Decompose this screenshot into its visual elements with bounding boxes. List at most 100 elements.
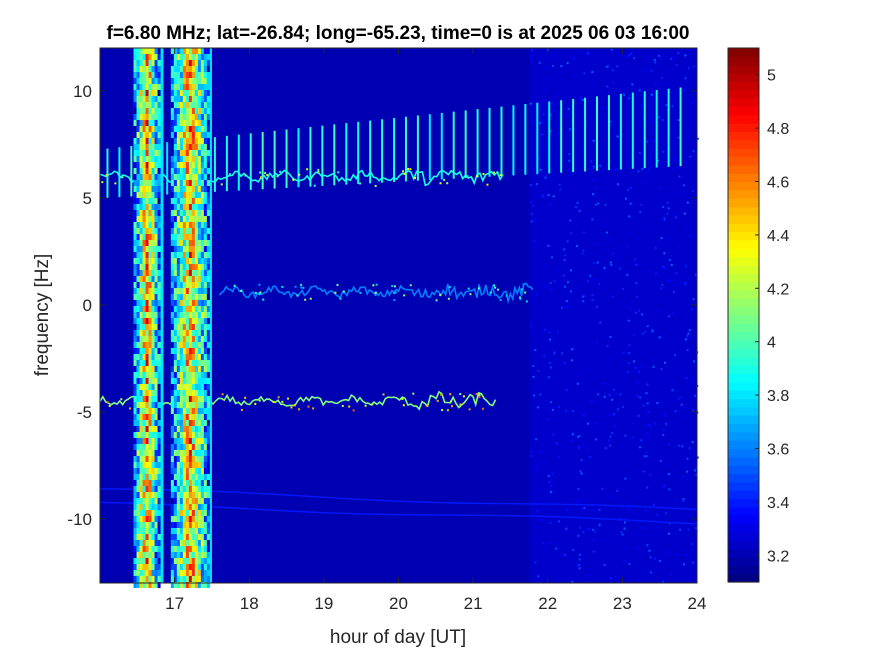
heatmap-cell <box>176 354 180 360</box>
heatmap-cell <box>182 354 186 360</box>
heatmap-cell <box>652 140 655 143</box>
heatmap-cell <box>530 212 533 215</box>
heatmap-cell <box>200 282 204 288</box>
heatmap-cell <box>154 534 158 540</box>
heatmap-cell <box>617 408 620 411</box>
heatmap-cell <box>197 444 201 450</box>
heatmap-cell <box>191 528 195 534</box>
x-tick-label: 24 <box>688 594 707 613</box>
colorbar-step <box>728 415 759 425</box>
heatmap-cell <box>148 486 152 492</box>
heatmap-cell <box>157 372 161 378</box>
heatmap-cell <box>142 126 146 132</box>
heatmap-cell <box>203 234 207 240</box>
heatmap-cell <box>145 408 149 414</box>
heatmap-cell <box>203 384 207 390</box>
heatmap-cell <box>145 462 149 468</box>
heatmap-cell <box>151 498 155 504</box>
heatmap-cell <box>441 409 444 412</box>
heatmap-cell <box>565 389 568 392</box>
heatmap-cell <box>133 204 137 210</box>
heatmap-cell <box>142 582 146 588</box>
heatmap-cell <box>154 348 158 354</box>
heatmap-cell <box>203 186 207 192</box>
heatmap-cell <box>566 281 569 284</box>
heatmap-cell <box>185 564 189 570</box>
heatmap-cell <box>191 480 195 486</box>
heatmap-cell <box>544 285 547 288</box>
heatmap-cell <box>154 480 158 486</box>
heatmap-cell <box>179 270 183 276</box>
heatmap-cell <box>197 372 201 378</box>
heatmap-cell <box>182 384 186 390</box>
heatmap-cell <box>133 324 137 330</box>
heatmap-cell <box>154 198 158 204</box>
periodic-streak <box>345 123 348 185</box>
heatmap-cell <box>148 564 152 570</box>
heatmap-cell <box>173 456 177 462</box>
heatmap-cell <box>151 174 155 180</box>
heatmap-cell <box>197 450 201 456</box>
heatmap-cell <box>549 282 552 285</box>
colorbar-step <box>728 173 759 183</box>
heatmap-cell <box>151 300 155 306</box>
heatmap-cell <box>650 93 653 96</box>
heatmap-cell <box>139 552 143 558</box>
heatmap-cell <box>185 192 189 198</box>
heatmap-cell <box>136 354 140 360</box>
heatmap-cell <box>182 222 186 228</box>
heatmap-cell <box>450 400 453 403</box>
heatmap-cell <box>306 168 309 171</box>
heatmap-cell <box>661 119 664 122</box>
heatmap-cell <box>145 480 149 486</box>
heatmap-cell <box>151 516 155 522</box>
heatmap-cell <box>651 120 654 123</box>
heatmap-cell <box>157 270 161 276</box>
heatmap-cell <box>661 412 664 415</box>
heatmap-cell <box>139 264 143 270</box>
heatmap-cell <box>672 312 675 315</box>
heatmap-cell <box>170 432 174 438</box>
colorbar-tick-label: 3.2 <box>767 548 789 565</box>
heatmap-cell <box>203 270 207 276</box>
heatmap-cell <box>686 478 689 481</box>
heatmap-cell <box>142 378 146 384</box>
heatmap-cell <box>197 378 201 384</box>
heatmap-cell <box>154 336 158 342</box>
heatmap-cell <box>173 522 177 528</box>
heatmap-cell <box>194 348 198 354</box>
heatmap-cell <box>206 138 210 144</box>
heatmap-cell <box>191 342 195 348</box>
heatmap-cell <box>151 366 155 372</box>
heatmap-cell <box>203 438 207 444</box>
heatmap-cell <box>439 293 442 296</box>
heatmap-cell <box>609 444 612 447</box>
heatmap-cell <box>548 331 551 334</box>
heatmap-cell <box>482 407 485 410</box>
heatmap-cell <box>136 486 140 492</box>
heatmap-cell <box>688 447 691 450</box>
heatmap-cell <box>194 210 198 216</box>
heatmap-cell <box>157 354 161 360</box>
heatmap-cell <box>536 470 539 473</box>
heatmap-cell <box>179 60 183 66</box>
heatmap-cell <box>114 182 117 185</box>
heatmap-cell <box>145 114 149 120</box>
heatmap-cell <box>145 456 149 462</box>
heatmap-cell <box>637 309 640 312</box>
heatmap-cell <box>551 472 554 475</box>
heatmap-cell <box>142 60 146 66</box>
heatmap-cell <box>139 90 143 96</box>
heatmap-cell <box>595 389 598 392</box>
heatmap-cell <box>200 522 204 528</box>
heatmap-cell <box>182 576 186 582</box>
heatmap-cell <box>670 330 673 333</box>
heatmap-cell <box>607 364 610 367</box>
heatmap-cell <box>206 168 210 174</box>
heatmap-cell <box>298 173 301 176</box>
heatmap-cell <box>185 108 189 114</box>
periodic-streak <box>237 134 240 191</box>
heatmap-cell <box>154 96 158 102</box>
heatmap-cell <box>157 132 161 138</box>
heatmap-cell <box>173 102 177 108</box>
